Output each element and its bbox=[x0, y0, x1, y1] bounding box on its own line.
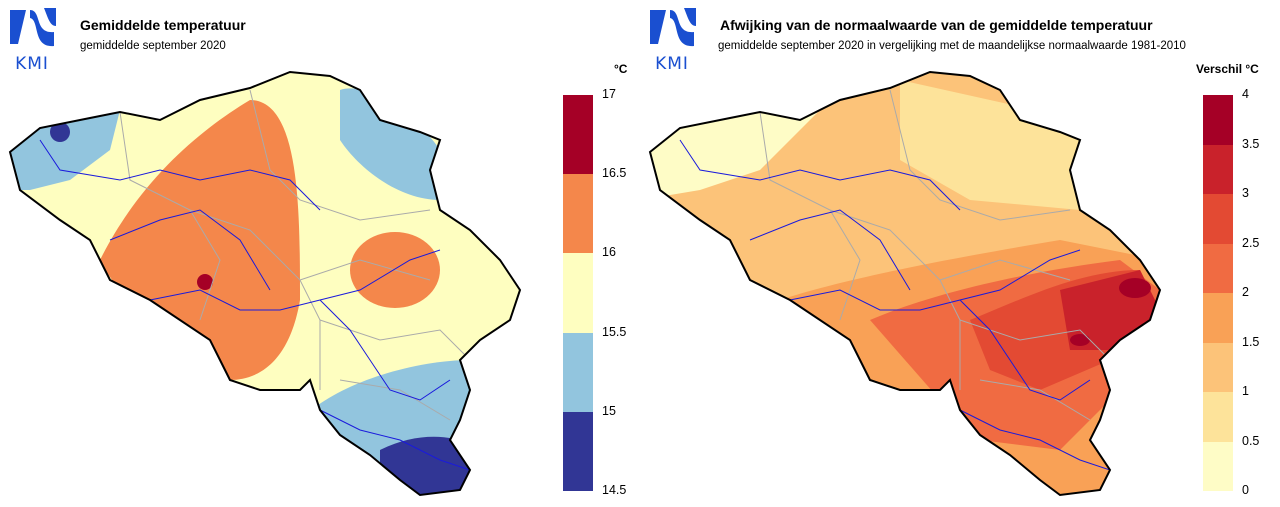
legend-tick-label: 3.5 bbox=[1242, 136, 1260, 151]
belgium-temperature-map bbox=[9, 71, 521, 496]
map-title: Gemiddelde temperatuur bbox=[80, 17, 246, 33]
legend-swatch bbox=[563, 95, 593, 175]
legend-tick-label: 0.5 bbox=[1242, 433, 1260, 448]
belgium-anomaly-map bbox=[649, 71, 1161, 496]
legend-swatch bbox=[1203, 293, 1233, 343]
legend-swatch bbox=[563, 253, 593, 333]
legend-tick-label: 1 bbox=[1242, 384, 1249, 398]
kmi-logo: KMI bbox=[644, 4, 700, 74]
zone-3.5-4 bbox=[1119, 278, 1151, 298]
legend-tick-label: 17 bbox=[602, 87, 616, 101]
map-subtitle: gemiddelde september 2020 in vergelijkin… bbox=[718, 40, 1186, 52]
legend-swatch bbox=[1203, 194, 1233, 244]
zone-3.5-4-b bbox=[1070, 334, 1090, 346]
zone-16.5-17 bbox=[197, 274, 213, 290]
zone-14.5-15-coast bbox=[50, 122, 70, 142]
legend-tick-label: 2 bbox=[1242, 285, 1249, 299]
kmi-logo: KMI bbox=[4, 4, 60, 74]
temperature-legend: 17 16.5 16 15.5 15 14.5 bbox=[563, 87, 633, 497]
legend-tick-label: 2.5 bbox=[1242, 235, 1260, 250]
temperature-anomaly-panel: KMI Afwijking van de normaalwaarde van d… bbox=[640, 0, 1280, 507]
legend-tick-label: 15 bbox=[602, 403, 616, 418]
logo-text: KMI bbox=[655, 54, 689, 74]
legend-swatch bbox=[1203, 243, 1233, 293]
kmi-logo-icon bbox=[650, 8, 696, 47]
legend-swatch bbox=[563, 411, 593, 491]
legend-swatch bbox=[563, 332, 593, 412]
legend-swatch bbox=[563, 174, 593, 254]
zone-14.5-15-south bbox=[380, 436, 480, 495]
anomaly-legend: 4 3.5 3 2.5 2 1.5 1 0.5 0 bbox=[1203, 87, 1273, 497]
legend-unit: °C bbox=[614, 62, 628, 76]
legend-tick-label: 0 bbox=[1242, 483, 1249, 497]
zone-0-0.5 bbox=[650, 110, 820, 200]
legend-swatch bbox=[1203, 95, 1233, 145]
legend-tick-label: 16 bbox=[602, 245, 616, 260]
legend-tick-label: 1.5 bbox=[1242, 334, 1260, 349]
map-title: Afwijking van de normaalwaarde van de ge… bbox=[720, 17, 1153, 33]
legend-swatch bbox=[1203, 342, 1233, 392]
legend-unit: Verschil °C bbox=[1196, 62, 1259, 76]
legend-tick-label: 14.5 bbox=[602, 483, 627, 497]
legend-tick-label: 4 bbox=[1242, 87, 1249, 101]
logo-text: KMI bbox=[15, 54, 49, 74]
map-subtitle: gemiddelde september 2020 bbox=[80, 40, 226, 52]
legend-tick-label: 16.5 bbox=[602, 166, 627, 181]
mean-temperature-panel: KMI Gemiddelde temperatuur gemiddelde se… bbox=[4, 4, 633, 497]
legend-swatch bbox=[1203, 144, 1233, 194]
kmi-logo-icon bbox=[10, 8, 56, 47]
zone-15-15.5-north bbox=[340, 88, 440, 200]
legend-swatch bbox=[1203, 392, 1233, 442]
legend-tick-label: 3 bbox=[1242, 186, 1249, 200]
legend-tick-label: 15.5 bbox=[602, 324, 627, 339]
legend-swatch bbox=[1203, 441, 1233, 491]
